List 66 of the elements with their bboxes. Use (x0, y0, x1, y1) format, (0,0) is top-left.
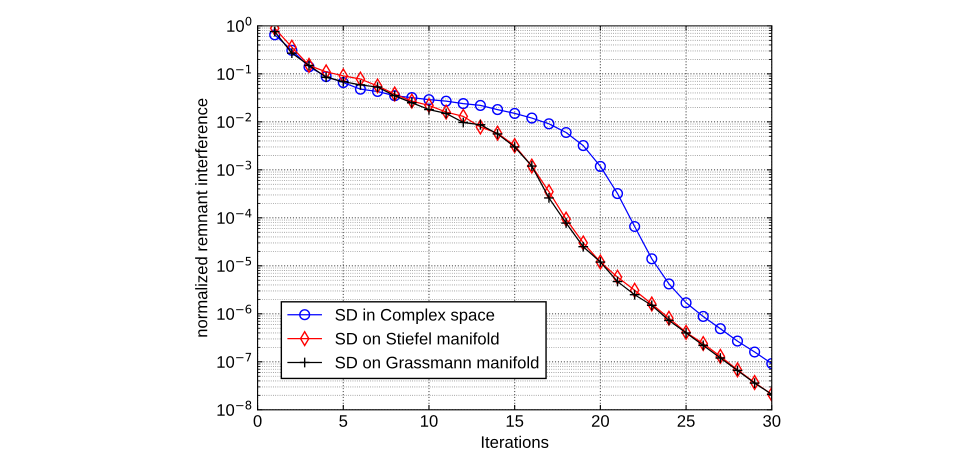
y-tick-label: 10$^{−3}$ (217, 160, 252, 176)
legend-label: SD in Complex space (335, 308, 494, 324)
point (680, 327, 692, 338)
point (423, 94, 435, 106)
point (663, 278, 674, 290)
point (286, 48, 298, 59)
x-tick-label: 30 (763, 415, 780, 427)
point (749, 346, 760, 358)
point (372, 82, 384, 93)
x-tick-label: 10 (420, 415, 438, 427)
legend-label: SD on Grassmann manifold (335, 356, 538, 368)
point (629, 220, 640, 232)
point (663, 314, 674, 326)
point (474, 119, 486, 130)
y-axis-title: normalized remnant interference (195, 98, 208, 337)
point (560, 217, 572, 229)
point (354, 79, 366, 90)
point (732, 364, 744, 376)
x-tick-label: 5 (339, 415, 348, 427)
point (458, 116, 469, 128)
point (578, 241, 589, 252)
point (612, 276, 624, 288)
y-tick-label: 10$^{−1}$ (217, 64, 252, 80)
point (698, 310, 709, 322)
point (543, 192, 555, 204)
point (578, 140, 589, 152)
x-tick-label: 0 (254, 415, 262, 427)
point (406, 97, 418, 108)
y-tick-label: 10$^{−2}$ (217, 112, 251, 128)
point (354, 84, 366, 95)
point (594, 160, 606, 172)
point (286, 44, 298, 56)
point (749, 378, 760, 389)
legend-label: SD on Stiefel manifold (335, 332, 498, 345)
point (680, 297, 692, 308)
point (474, 100, 486, 111)
y-tick-label: 10$^{−8}$ (217, 400, 252, 416)
point (509, 141, 520, 152)
point (646, 300, 658, 311)
y-tick-label: 10$^{−6}$ (217, 304, 252, 320)
point (458, 98, 469, 110)
y-tick-label: 10$^{−5}$ (217, 256, 252, 272)
point (629, 289, 640, 300)
point (509, 108, 520, 119)
point (269, 29, 280, 40)
point (526, 112, 538, 124)
point (698, 340, 709, 351)
y-tick-label: 10$^{0}$ (227, 16, 252, 32)
x-tick-label: 20 (592, 415, 609, 427)
y-tick-label: 10$^{−7}$ (217, 352, 252, 368)
point (714, 352, 726, 364)
point (423, 104, 435, 116)
y-tick-label: 10$^{−4}$ (217, 208, 252, 224)
x-tick-label: 15 (506, 415, 524, 427)
x-axis-title: Iterations (482, 436, 548, 448)
point (612, 188, 624, 200)
x-tick-label: 25 (678, 415, 695, 427)
point (560, 126, 572, 138)
point (732, 336, 744, 347)
point (440, 96, 452, 107)
point (543, 118, 555, 130)
point (492, 128, 504, 140)
point (646, 253, 658, 264)
point (440, 108, 452, 119)
point (714, 323, 726, 334)
point (492, 104, 504, 116)
